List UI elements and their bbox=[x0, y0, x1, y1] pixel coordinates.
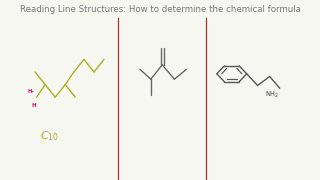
Text: NH$_2$: NH$_2$ bbox=[265, 90, 280, 100]
Text: Reading Line Structures: How to determine the chemical formula: Reading Line Structures: How to determin… bbox=[20, 5, 300, 14]
Text: H: H bbox=[31, 103, 36, 108]
Text: H-: H- bbox=[28, 89, 34, 94]
Text: $C_{10}$: $C_{10}$ bbox=[40, 129, 59, 143]
